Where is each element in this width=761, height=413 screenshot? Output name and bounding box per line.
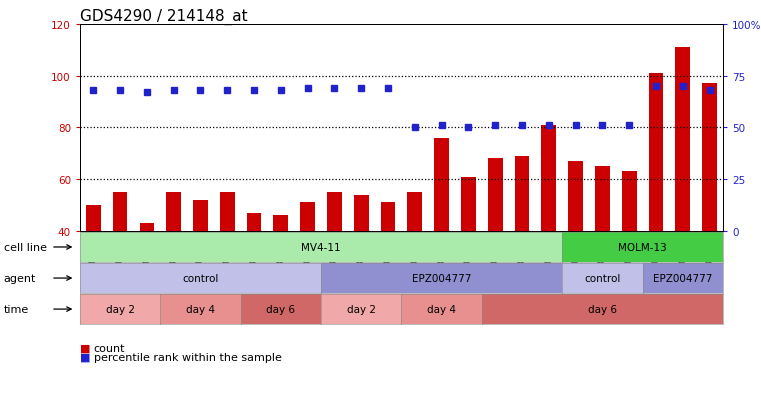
Text: day 2: day 2 — [347, 304, 376, 314]
Bar — [113, 192, 127, 231]
Bar — [139, 223, 154, 231]
Bar — [327, 192, 342, 231]
Text: day 6: day 6 — [266, 304, 295, 314]
Text: day 4: day 4 — [427, 304, 456, 314]
Bar — [702, 84, 717, 231]
Bar — [595, 167, 610, 231]
Bar — [648, 74, 664, 231]
Bar — [435, 138, 449, 231]
Bar — [407, 192, 422, 231]
Bar — [488, 159, 502, 231]
Text: time: time — [4, 304, 29, 314]
Bar — [354, 195, 368, 231]
Text: EPZ004777: EPZ004777 — [412, 273, 471, 283]
Text: day 6: day 6 — [588, 304, 617, 314]
Bar — [247, 213, 262, 231]
Text: GDS4290 / 214148_at: GDS4290 / 214148_at — [80, 9, 247, 25]
Text: cell line: cell line — [4, 242, 47, 252]
Bar — [220, 192, 234, 231]
Bar — [568, 161, 583, 231]
Text: agent: agent — [4, 273, 37, 283]
Bar — [541, 126, 556, 231]
Text: ■: ■ — [80, 343, 91, 353]
Text: EPZ004777: EPZ004777 — [653, 273, 712, 283]
Bar — [86, 206, 100, 231]
Text: MOLM-13: MOLM-13 — [618, 242, 667, 252]
Bar — [380, 203, 396, 231]
Text: percentile rank within the sample: percentile rank within the sample — [94, 352, 282, 362]
Bar — [193, 200, 208, 231]
Text: count: count — [94, 343, 125, 353]
Bar — [622, 172, 636, 231]
Bar — [514, 157, 530, 231]
Text: ■: ■ — [80, 352, 91, 362]
Bar — [461, 177, 476, 231]
Bar — [301, 203, 315, 231]
Text: day 2: day 2 — [106, 304, 135, 314]
Bar — [273, 216, 288, 231]
Text: control: control — [183, 273, 218, 283]
Bar — [167, 192, 181, 231]
Text: control: control — [584, 273, 620, 283]
Bar — [676, 48, 690, 231]
Text: day 4: day 4 — [186, 304, 215, 314]
Text: MV4-11: MV4-11 — [301, 242, 341, 252]
